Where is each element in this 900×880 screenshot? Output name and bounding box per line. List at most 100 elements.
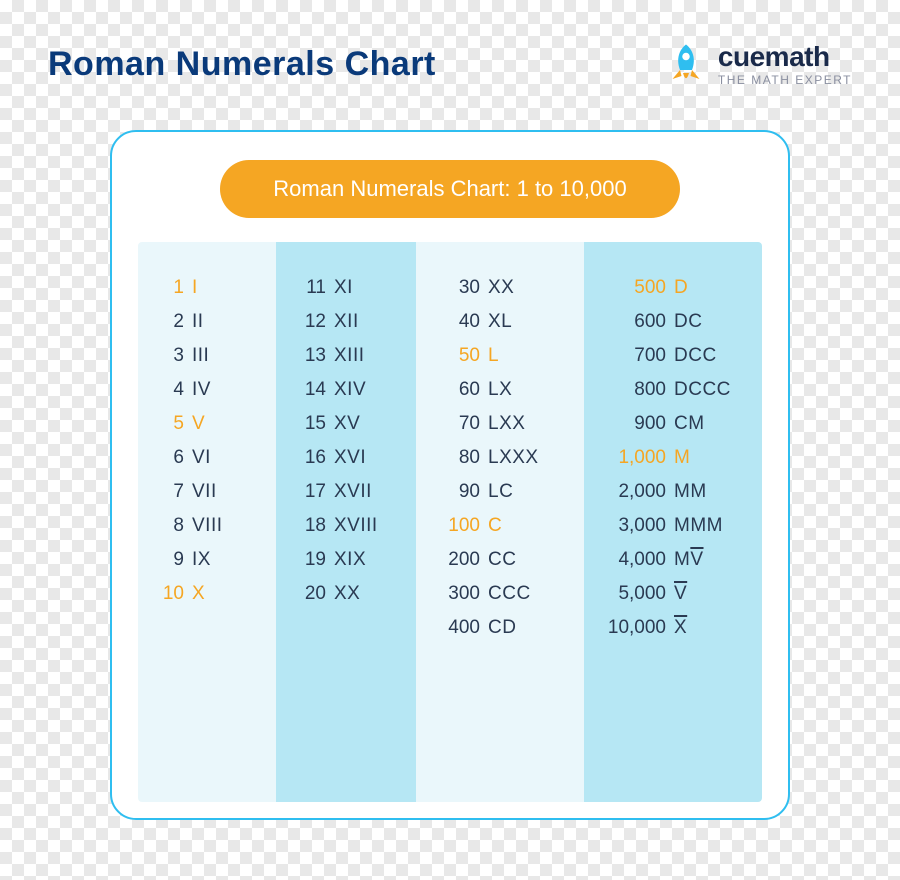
roman-numeral: D (674, 278, 688, 297)
roman-numeral: XIX (334, 550, 366, 569)
roman-numeral: DCC (674, 346, 717, 365)
logo-name: cuemath (718, 41, 852, 73)
roman-numeral: V (192, 414, 205, 433)
arabic-numeral: 90 (434, 482, 488, 501)
chart-row: 12XII (276, 312, 416, 331)
chart-row: 9IX (138, 550, 276, 569)
roman-numeral: C (488, 516, 502, 535)
arabic-numeral: 19 (294, 550, 334, 569)
chart-row: 20XX (276, 584, 416, 603)
roman-numeral: MV (674, 550, 704, 569)
roman-numeral: XX (488, 278, 514, 297)
roman-numeral: XVII (334, 482, 372, 501)
chart-row: 14XIV (276, 380, 416, 399)
roman-numeral: XX (334, 584, 360, 603)
rocket-icon (662, 40, 710, 88)
chart-row: 11XI (276, 278, 416, 297)
roman-numeral: MM (674, 482, 707, 501)
roman-numeral: LC (488, 482, 513, 501)
roman-numeral: MMM (674, 516, 723, 535)
arabic-numeral: 13 (294, 346, 334, 365)
arabic-numeral: 400 (434, 618, 488, 637)
arabic-numeral: 200 (434, 550, 488, 569)
chart-row: 700DCC (584, 346, 762, 365)
chart-row: 30XX (416, 278, 584, 297)
arabic-numeral: 16 (294, 448, 334, 467)
chart-row: 16XVI (276, 448, 416, 467)
chart-row: 8VIII (138, 516, 276, 535)
roman-numeral: XIII (334, 346, 365, 365)
chart-row: 900CM (584, 414, 762, 433)
chart-row: 2,000MM (584, 482, 762, 501)
chart-row: 4IV (138, 380, 276, 399)
chart-column: 30XX40XL50L60LX70LXX80LXXX90LC100C200CC3… (416, 242, 584, 802)
chart-row: 90LC (416, 482, 584, 501)
chart-card: Roman Numerals Chart: 1 to 10,000 1I2II3… (110, 130, 790, 820)
arabic-numeral: 50 (434, 346, 488, 365)
chart-row: 5V (138, 414, 276, 433)
roman-numeral: XVIII (334, 516, 378, 535)
chart-row: 600DC (584, 312, 762, 331)
chart-row: 40XL (416, 312, 584, 331)
roman-numeral: XVI (334, 448, 366, 467)
roman-numeral: III (192, 346, 209, 365)
roman-numeral: XL (488, 312, 512, 331)
logo-tagline: THE MATH EXPERT (718, 73, 852, 87)
arabic-numeral: 12 (294, 312, 334, 331)
arabic-numeral: 8 (156, 516, 192, 535)
arabic-numeral: 15 (294, 414, 334, 433)
arabic-numeral: 100 (434, 516, 488, 535)
chart-row: 1I (138, 278, 276, 297)
chart-row: 5,000V (584, 584, 762, 603)
chart-column: 500D600DC700DCC800DCCC900CM1,000M2,000MM… (584, 242, 762, 802)
roman-numeral: XI (334, 278, 353, 297)
chart-columns: 1I2II3III4IV5V6VI7VII8VIII9IX10X11XI12XI… (138, 242, 762, 802)
chart-row: 4,000MV (584, 550, 762, 569)
chart-row: 15XV (276, 414, 416, 433)
chart-row: 400CD (416, 618, 584, 637)
arabic-numeral: 600 (602, 312, 674, 331)
page-title: Roman Numerals Chart (48, 45, 436, 84)
arabic-numeral: 60 (434, 380, 488, 399)
roman-numeral: IX (192, 550, 211, 569)
roman-numeral: VI (192, 448, 211, 467)
roman-numeral: DC (674, 312, 702, 331)
chart-row: 19XIX (276, 550, 416, 569)
arabic-numeral: 2,000 (602, 482, 674, 501)
roman-numeral: CM (674, 414, 705, 433)
arabic-numeral: 80 (434, 448, 488, 467)
roman-numeral: CD (488, 618, 516, 637)
arabic-numeral: 1,000 (602, 448, 674, 467)
arabic-numeral: 700 (602, 346, 674, 365)
arabic-numeral: 500 (602, 278, 674, 297)
chart-row: 100C (416, 516, 584, 535)
arabic-numeral: 900 (602, 414, 674, 433)
chart-row: 13XIII (276, 346, 416, 365)
roman-numeral: I (192, 278, 198, 297)
roman-numeral: LXX (488, 414, 525, 433)
roman-numeral: IV (192, 380, 211, 399)
arabic-numeral: 17 (294, 482, 334, 501)
roman-numeral: M (674, 448, 690, 467)
chart-column: 1I2II3III4IV5V6VI7VII8VIII9IX10X (138, 242, 276, 802)
arabic-numeral: 20 (294, 584, 334, 603)
arabic-numeral: 30 (434, 278, 488, 297)
chart-row: 3III (138, 346, 276, 365)
chart-row: 17XVII (276, 482, 416, 501)
chart-row: 200CC (416, 550, 584, 569)
chart-row: 800DCCC (584, 380, 762, 399)
arabic-numeral: 40 (434, 312, 488, 331)
roman-numeral: XII (334, 312, 359, 331)
arabic-numeral: 14 (294, 380, 334, 399)
arabic-numeral: 2 (156, 312, 192, 331)
roman-numeral: VII (192, 482, 217, 501)
roman-numeral: XV (334, 414, 360, 433)
roman-numeral: CCC (488, 584, 531, 603)
roman-numeral: LX (488, 380, 512, 399)
chart-row: 500D (584, 278, 762, 297)
roman-numeral: L (488, 346, 499, 365)
arabic-numeral: 70 (434, 414, 488, 433)
arabic-numeral: 9 (156, 550, 192, 569)
roman-numeral: II (192, 312, 204, 331)
arabic-numeral: 1 (156, 278, 192, 297)
